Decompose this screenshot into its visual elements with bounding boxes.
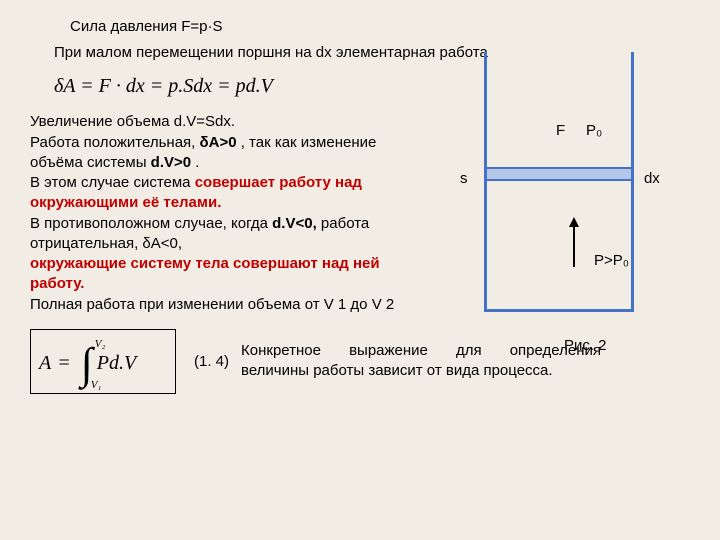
int-A: A — [39, 352, 51, 375]
integral-icon: ∫ V₂ V₁ — [81, 338, 93, 389]
dx-label: dx — [644, 170, 660, 187]
wall-right — [631, 52, 634, 312]
piston — [487, 167, 631, 181]
cylinder-diagram: F P₀ s dx P>P₀ — [484, 52, 634, 312]
delta-a-pos: δA>0 — [200, 134, 237, 151]
integral-formula: A = ∫ V₂ V₁ P d.V — [30, 329, 176, 394]
dv-pos: d.V>0 — [151, 154, 191, 171]
force-label: F — [556, 122, 565, 139]
line4a: В противоположном случае, когда — [30, 215, 272, 232]
equation-number: (1. 4) — [194, 353, 229, 370]
figure: F P₀ s dx P>P₀ Рис. 2 — [434, 112, 690, 315]
area-label: s — [460, 170, 468, 187]
surroundings-do-work: окружающие систему тела совершают над не… — [30, 255, 380, 292]
line3a: В этом случае система — [30, 174, 195, 191]
line2a: Работа положительная, — [30, 134, 200, 151]
p0-label: P₀ — [586, 122, 602, 139]
dv-neg: d.V<0, — [272, 215, 317, 232]
wall-left — [484, 52, 487, 312]
int-dV: d.V — [109, 352, 136, 375]
p-gt-p0-label: P>P₀ — [594, 252, 629, 269]
int-eq: = — [57, 352, 71, 375]
body-text: Увеличение объема d.V=Sdx. Работа положи… — [30, 112, 424, 315]
figure-caption: Рис. 2 — [564, 337, 607, 354]
bottom-paragraph: Конкретное выражение для определения вел… — [241, 341, 601, 382]
line1: Увеличение объема d.V=Sdx. — [30, 113, 235, 130]
int-upper: V₂ — [95, 338, 106, 350]
int-lower: V₁ — [91, 379, 102, 391]
wall-bottom — [484, 309, 634, 312]
line2e: . — [195, 154, 199, 171]
main-row: Увеличение объема d.V=Sdx. Работа положи… — [30, 112, 690, 315]
line6: Полная работа при изменении объема от V … — [30, 296, 394, 313]
pressure-arrow-icon — [569, 217, 579, 267]
title-line: Сила давления F=p·S — [70, 18, 690, 35]
int-P: P — [97, 352, 109, 375]
